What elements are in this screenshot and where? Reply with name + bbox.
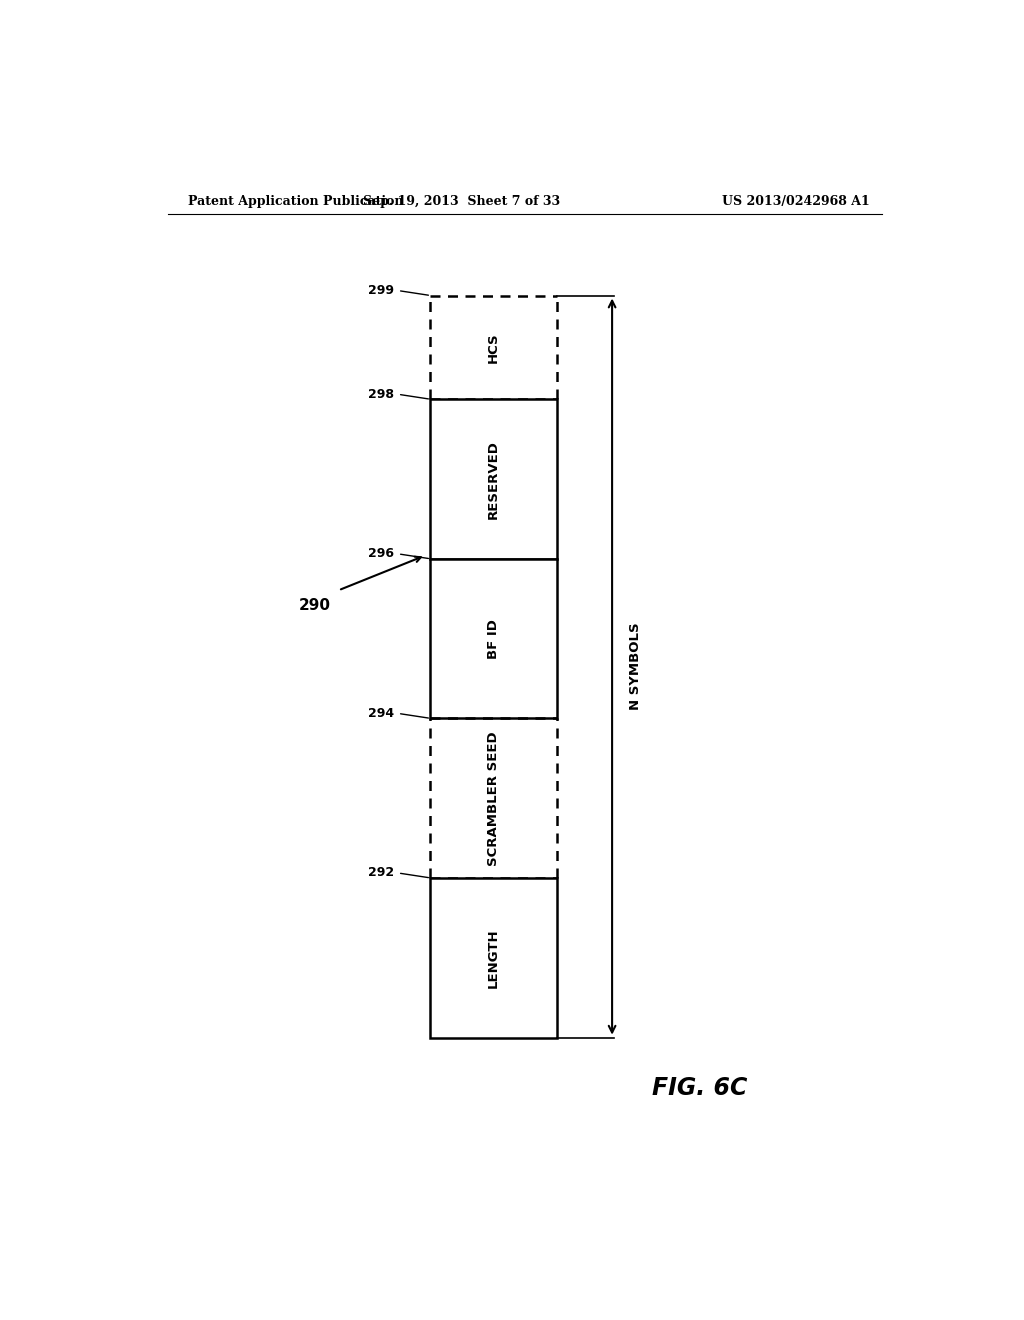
Text: HCS: HCS	[486, 333, 500, 363]
Bar	[430, 878, 557, 1038]
Text: Patent Application Publication: Patent Application Publication	[187, 194, 403, 207]
Bar	[430, 558, 557, 718]
Text: 298: 298	[368, 388, 394, 401]
Text: 292: 292	[368, 866, 394, 879]
Text: N SYMBOLS: N SYMBOLS	[630, 623, 642, 710]
Text: LENGTH: LENGTH	[486, 928, 500, 987]
Text: RESERVED: RESERVED	[486, 440, 500, 519]
Text: US 2013/0242968 A1: US 2013/0242968 A1	[722, 194, 870, 207]
Text: SCRAMBLER SEED: SCRAMBLER SEED	[486, 731, 500, 866]
Bar	[430, 400, 557, 558]
Text: BF ID: BF ID	[486, 619, 500, 659]
Text: FIG. 6C: FIG. 6C	[651, 1076, 748, 1101]
Text: Sep. 19, 2013  Sheet 7 of 33: Sep. 19, 2013 Sheet 7 of 33	[362, 194, 560, 207]
Text: 296: 296	[368, 548, 394, 560]
Text: 290: 290	[298, 598, 331, 612]
Text: 299: 299	[368, 284, 394, 297]
Text: 294: 294	[368, 708, 394, 719]
